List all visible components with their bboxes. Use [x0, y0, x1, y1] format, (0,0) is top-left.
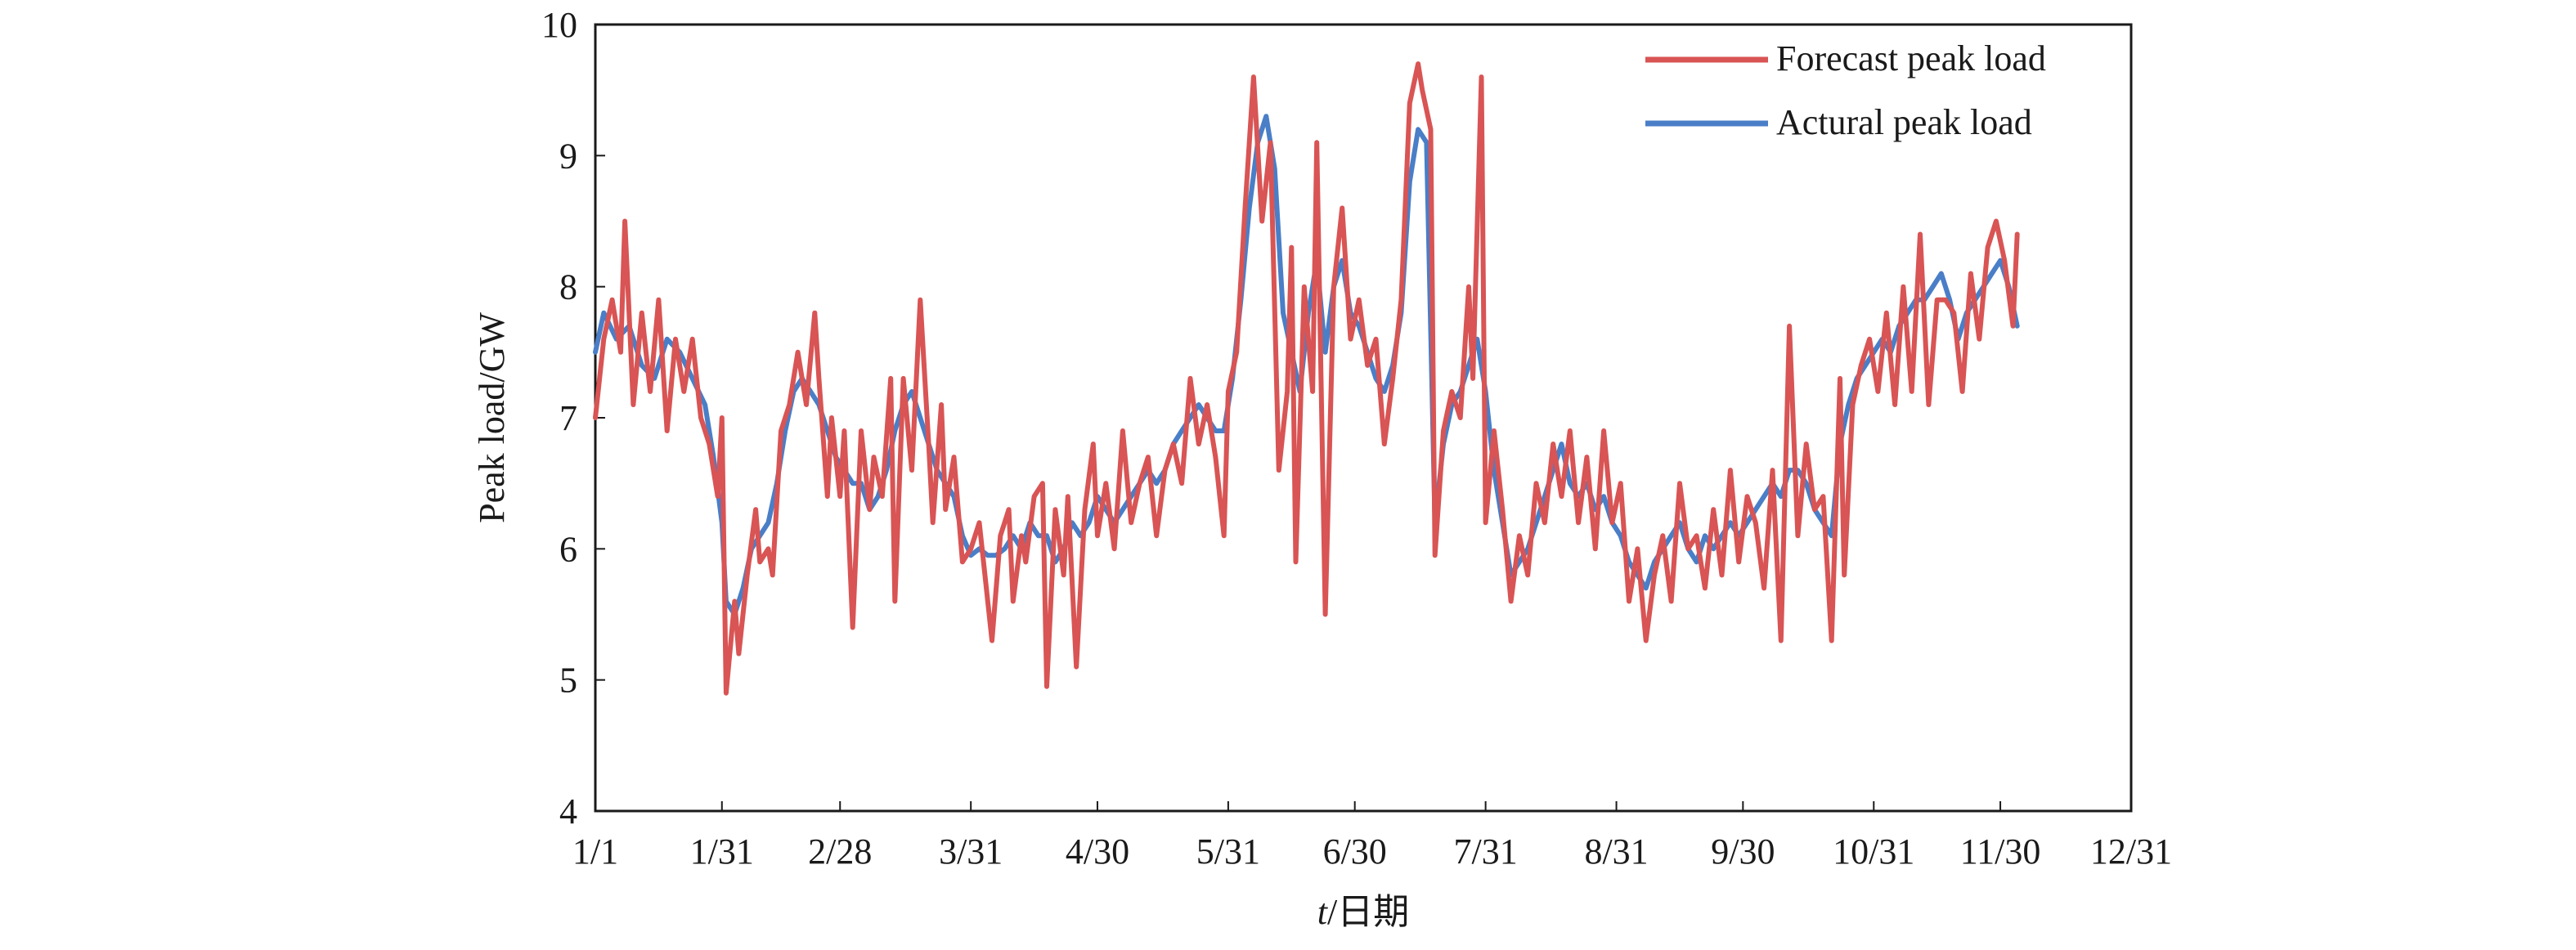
legend: Forecast peak load Actural peak load	[1645, 38, 2046, 142]
x-axis-label: t/日期	[1317, 892, 1409, 932]
y-tick-label: 8	[559, 267, 577, 307]
x-tick-label: 1/1	[572, 831, 618, 872]
x-tick-label: 8/31	[1584, 831, 1648, 872]
x-tick-label: 7/31	[1454, 831, 1518, 872]
series-lines	[593, 61, 2020, 696]
x-tick-label: 5/31	[1196, 831, 1260, 872]
y-tick-label: 6	[559, 529, 577, 569]
forecast-peak-load-line	[593, 61, 2020, 696]
y-tick-label: 4	[559, 791, 577, 831]
x-axis-label-unit: /日期	[1327, 892, 1409, 932]
x-tick-label: 1/31	[690, 831, 754, 872]
x-axis-ticks: 1/1 1/31 2/28 3/31 4/30 5/31 6/30 7/31 8/31 9/30 1…	[572, 801, 2172, 872]
x-tick-label: 6/30	[1323, 831, 1387, 872]
y-tick-label: 9	[559, 136, 577, 176]
x-tick-label: 11/30	[1960, 831, 2041, 872]
y-tick-label: 10	[541, 5, 577, 45]
legend-label-forecast: Forecast peak load	[1776, 38, 2046, 78]
x-tick-label: 12/31	[2090, 831, 2172, 872]
x-tick-label: 3/31	[939, 831, 1003, 872]
x-tick-label: 4/30	[1066, 831, 1129, 872]
y-axis-label: Peak load/GW	[472, 312, 512, 523]
x-tick-label: 9/30	[1711, 831, 1775, 872]
y-axis-ticks: 4 5 6 7 8 9 10	[541, 5, 605, 831]
y-tick-label: 5	[559, 661, 577, 701]
x-axis-label-variable: t	[1317, 892, 1329, 932]
legend-label-actual: Actural peak load	[1776, 102, 2032, 142]
y-tick-label: 7	[559, 398, 577, 438]
x-tick-label: 10/31	[1833, 831, 1914, 872]
x-tick-label: 2/28	[808, 831, 872, 872]
